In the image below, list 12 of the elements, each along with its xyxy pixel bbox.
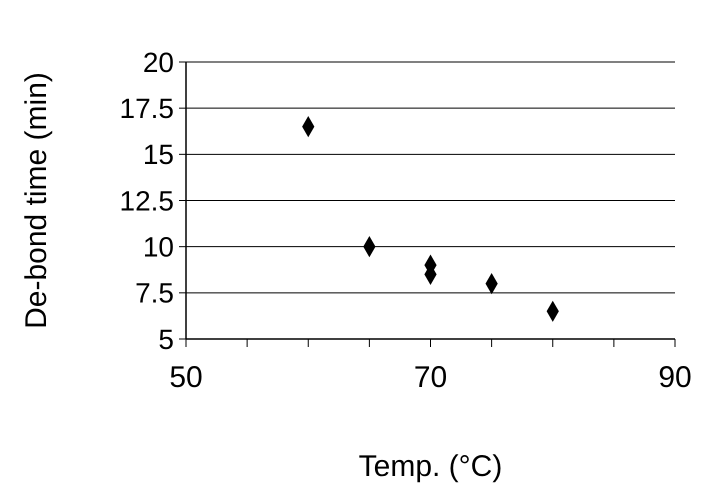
- y-tick-label: 20: [142, 46, 174, 78]
- y-tick-label: 17.5: [120, 92, 174, 124]
- y-tick-label: 15: [142, 139, 174, 170]
- y-tick-label: 12.5: [120, 185, 174, 216]
- x-axis-title: Temp. (°C): [358, 450, 502, 483]
- x-tick-label: 50: [169, 361, 203, 394]
- y-tick-label: 10: [142, 231, 174, 262]
- x-tick-label: 70: [414, 361, 448, 394]
- x-tick-label: 90: [658, 361, 692, 394]
- y-tick-label: 7.5: [135, 278, 174, 309]
- y-axis-title: De-bond time (min): [20, 72, 53, 329]
- y-tick-label: 5: [158, 324, 174, 355]
